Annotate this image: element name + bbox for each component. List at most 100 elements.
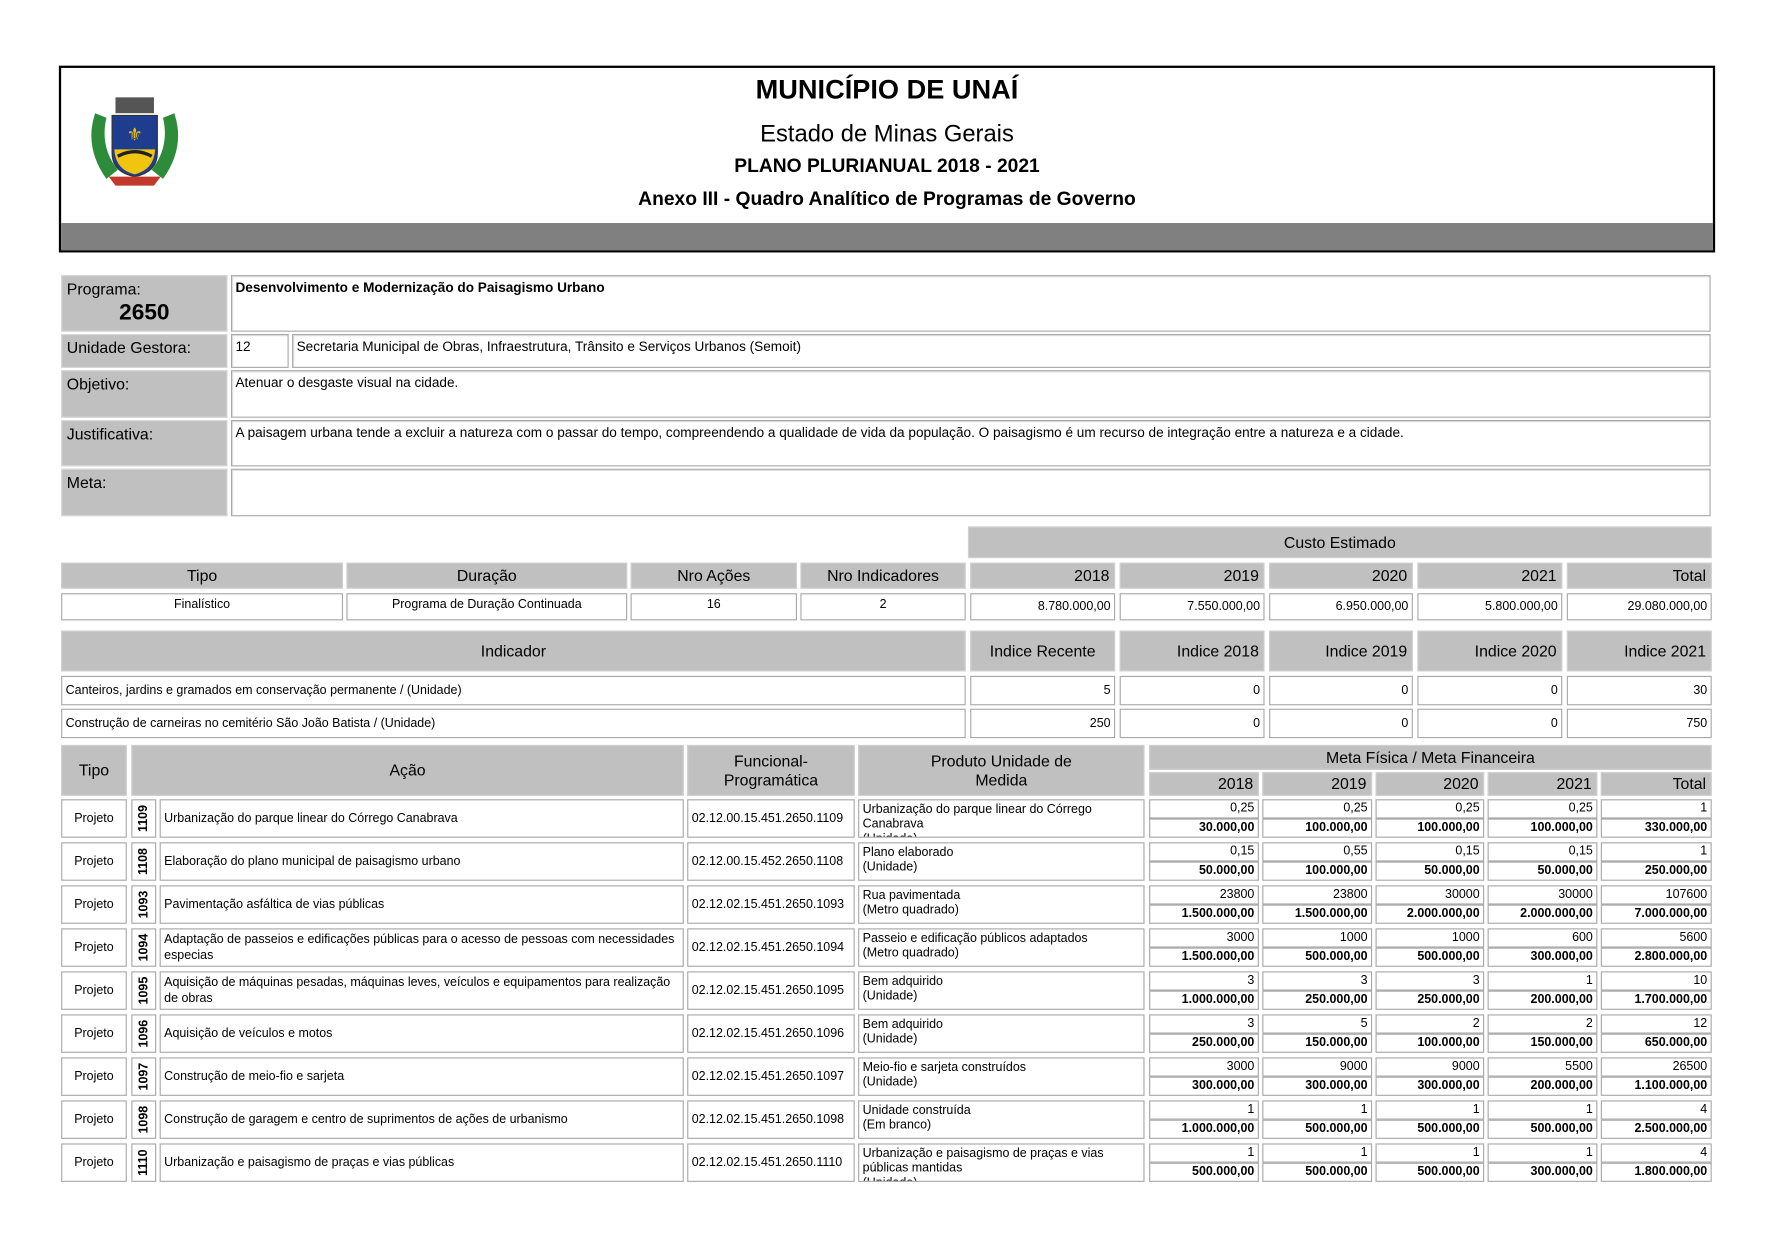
acao-funcional: 02.12.02.15.451.2650.1095 bbox=[687, 971, 855, 1010]
meta-financeira-value: 1.100.000,00 bbox=[1600, 1076, 1712, 1096]
indicator-value: 750 bbox=[1566, 708, 1712, 739]
meta-financeira-value: 1.500.000,00 bbox=[1149, 947, 1259, 967]
meta-financeira-value: 50.000,00 bbox=[1487, 861, 1598, 881]
meta-financeira-value: 30.000,00 bbox=[1149, 818, 1259, 838]
svg-text:⚜: ⚜ bbox=[127, 124, 143, 144]
acao-funcional: 02.12.00.15.452.2650.1108 bbox=[687, 842, 855, 881]
acao-code: 1096 bbox=[136, 1019, 151, 1048]
annex-title: Anexo III - Quadro Analítico de Programa… bbox=[638, 187, 1136, 210]
meta-fisica-value: 30000 bbox=[1375, 885, 1485, 905]
meta-financeira-value: 500.000,00 bbox=[1262, 1162, 1373, 1182]
meta-financeira-value: 2.000.000,00 bbox=[1375, 904, 1485, 924]
acao-tipo: Projeto bbox=[61, 1014, 127, 1053]
acao-description: Urbanização e paisagismo de praças e via… bbox=[159, 1143, 684, 1182]
meta-financeira-value: 500.000,00 bbox=[1262, 1119, 1373, 1139]
summary-header-duracao: Duração bbox=[346, 562, 628, 589]
meta-fisica-value: 23800 bbox=[1149, 885, 1259, 905]
acao-description: Aquisição de máquinas pesadas, máquinas … bbox=[159, 971, 684, 1010]
meta-fisica-value: 23800 bbox=[1262, 885, 1373, 905]
acao-code-cell: 1093 bbox=[131, 885, 157, 924]
acao-description: Urbanização do parque linear do Córrego … bbox=[159, 799, 684, 838]
meta-fisica-value: 3 bbox=[1149, 1014, 1259, 1034]
acao-tipo: Projeto bbox=[61, 885, 127, 924]
meta-fisica-value: 1000 bbox=[1262, 928, 1373, 948]
meta-fisica-value: 5500 bbox=[1487, 1057, 1598, 1077]
meta-fisica-value: 10 bbox=[1600, 971, 1712, 991]
meta-financeira-value: 100.000,00 bbox=[1262, 818, 1373, 838]
acao-code: 1097 bbox=[136, 1062, 151, 1091]
indicator-header-0: Indicador bbox=[61, 630, 966, 672]
meta-fisica-value: 4 bbox=[1600, 1143, 1712, 1163]
produto-unidade: (Unidade) bbox=[862, 989, 918, 1004]
summary-value-duracao: Programa de Duração Continuada bbox=[346, 593, 628, 621]
acao-description: Aquisição de veículos e motos bbox=[159, 1014, 684, 1053]
meta-fisica-value: 600 bbox=[1487, 928, 1598, 948]
meta-financeira-value: 300.000,00 bbox=[1262, 1076, 1373, 1096]
meta-financeira-value: 2.500.000,00 bbox=[1600, 1119, 1712, 1139]
acao-code: 1094 bbox=[136, 933, 151, 962]
meta-financeira-value: 500.000,00 bbox=[1375, 1162, 1485, 1182]
summary-value-tipo: Finalístico bbox=[61, 593, 344, 621]
indicator-header-5: Indice 2021 bbox=[1566, 630, 1712, 672]
unidade-name: Secretaria Municipal de Obras, Infraestr… bbox=[292, 333, 1711, 368]
coat-of-arms-logo: ⚜ bbox=[91, 97, 179, 186]
meta-fisica-value: 9000 bbox=[1262, 1057, 1373, 1077]
produto-name: Passeio e edificação públicos adaptados bbox=[862, 931, 1088, 946]
produto-name: Bem adquirido bbox=[862, 1017, 943, 1032]
produto-unidade: (Em branco) bbox=[862, 1118, 932, 1133]
acao-code: 1108 bbox=[136, 848, 151, 876]
report-header: ⚜ MUNICÍPIO DE UNAÍ Estado de Minas Gera… bbox=[58, 65, 1716, 253]
meta-fisica-value: 0,25 bbox=[1262, 799, 1373, 819]
meta-financeira-value: 50.000,00 bbox=[1149, 861, 1259, 881]
acao-produto-cell: Plano elaborado (Unidade) bbox=[858, 842, 1145, 881]
acao-code: 1110 bbox=[136, 1149, 151, 1176]
meta-fisica-value: 1 bbox=[1487, 1143, 1598, 1163]
acao-header-acao: Ação bbox=[131, 744, 684, 796]
produto-name: Urbanização e paisagismo de praças e via… bbox=[862, 1146, 1104, 1176]
meta-financeira-value: 200.000,00 bbox=[1487, 990, 1598, 1010]
municipality-title: MUNICÍPIO DE UNAÍ bbox=[755, 74, 1019, 106]
acao-funcional: 02.12.02.15.451.2650.1096 bbox=[687, 1014, 855, 1053]
acao-header-produto: Produto Unidade de Medida bbox=[858, 744, 1145, 796]
acao-code-cell: 1098 bbox=[131, 1100, 157, 1139]
meta-fisica-value: 1 bbox=[1262, 1143, 1373, 1163]
header-band bbox=[61, 223, 1713, 251]
meta-fisica-value: 1 bbox=[1487, 1100, 1598, 1120]
indicator-name: Construção de carneiras no cemitério São… bbox=[61, 708, 966, 739]
state-title: Estado de Minas Gerais bbox=[760, 121, 1014, 148]
summary-value-2018: 8.780.000,00 bbox=[970, 593, 1116, 621]
acao-produto-cell: Bem adquirido (Unidade) bbox=[858, 971, 1145, 1010]
indicator-value: 0 bbox=[1269, 708, 1413, 739]
acao-code-cell: 1095 bbox=[131, 971, 157, 1010]
meta-financeira-value: 100.000,00 bbox=[1262, 861, 1373, 881]
produto-name: Bem adquirido bbox=[862, 974, 943, 989]
summary-header-nro-acoes: Nro Ações bbox=[630, 562, 797, 589]
acao-code-cell: 1108 bbox=[131, 842, 157, 881]
meta-fisica-value: 30000 bbox=[1487, 885, 1598, 905]
meta-financeira-value: 100.000,00 bbox=[1487, 818, 1598, 838]
produto-name: Unidade construída bbox=[862, 1103, 971, 1118]
meta-fisica-value: 0,15 bbox=[1487, 842, 1598, 862]
meta-financeira-value: 650.000,00 bbox=[1600, 1033, 1712, 1053]
acao-funcional: 02.12.02.15.451.2650.1093 bbox=[687, 885, 855, 924]
summary-header-2021: 2021 bbox=[1417, 562, 1563, 589]
summary-value-2020: 6.950.000,00 bbox=[1269, 593, 1413, 621]
acao-funcional: 02.12.02.15.451.2650.1098 bbox=[687, 1100, 855, 1139]
meta-financeira-value: 330.000,00 bbox=[1600, 818, 1712, 838]
acao-code-cell: 1109 bbox=[131, 799, 157, 838]
produto-unidade: (Unidade) bbox=[862, 1075, 918, 1090]
meta-financeira-value: 1.800.000,00 bbox=[1600, 1162, 1712, 1182]
meta-fisica-value: 1 bbox=[1149, 1100, 1259, 1120]
meta-financeira-value: 7.000.000,00 bbox=[1600, 904, 1712, 924]
acao-code-cell: 1096 bbox=[131, 1014, 157, 1053]
acao-header-year: Total bbox=[1600, 772, 1712, 796]
acao-description: Construção de meio-fio e sarjeta bbox=[159, 1057, 684, 1096]
summary-header-2018: 2018 bbox=[970, 562, 1116, 589]
meta-fisica-value: 3 bbox=[1262, 971, 1373, 991]
produto-name: Plano elaborado bbox=[862, 845, 954, 860]
acao-code: 1109 bbox=[136, 804, 151, 833]
acao-code: 1093 bbox=[136, 890, 151, 919]
meta-financeira-value: 1.500.000,00 bbox=[1149, 904, 1259, 924]
meta-fisica-value: 0,15 bbox=[1149, 842, 1259, 862]
